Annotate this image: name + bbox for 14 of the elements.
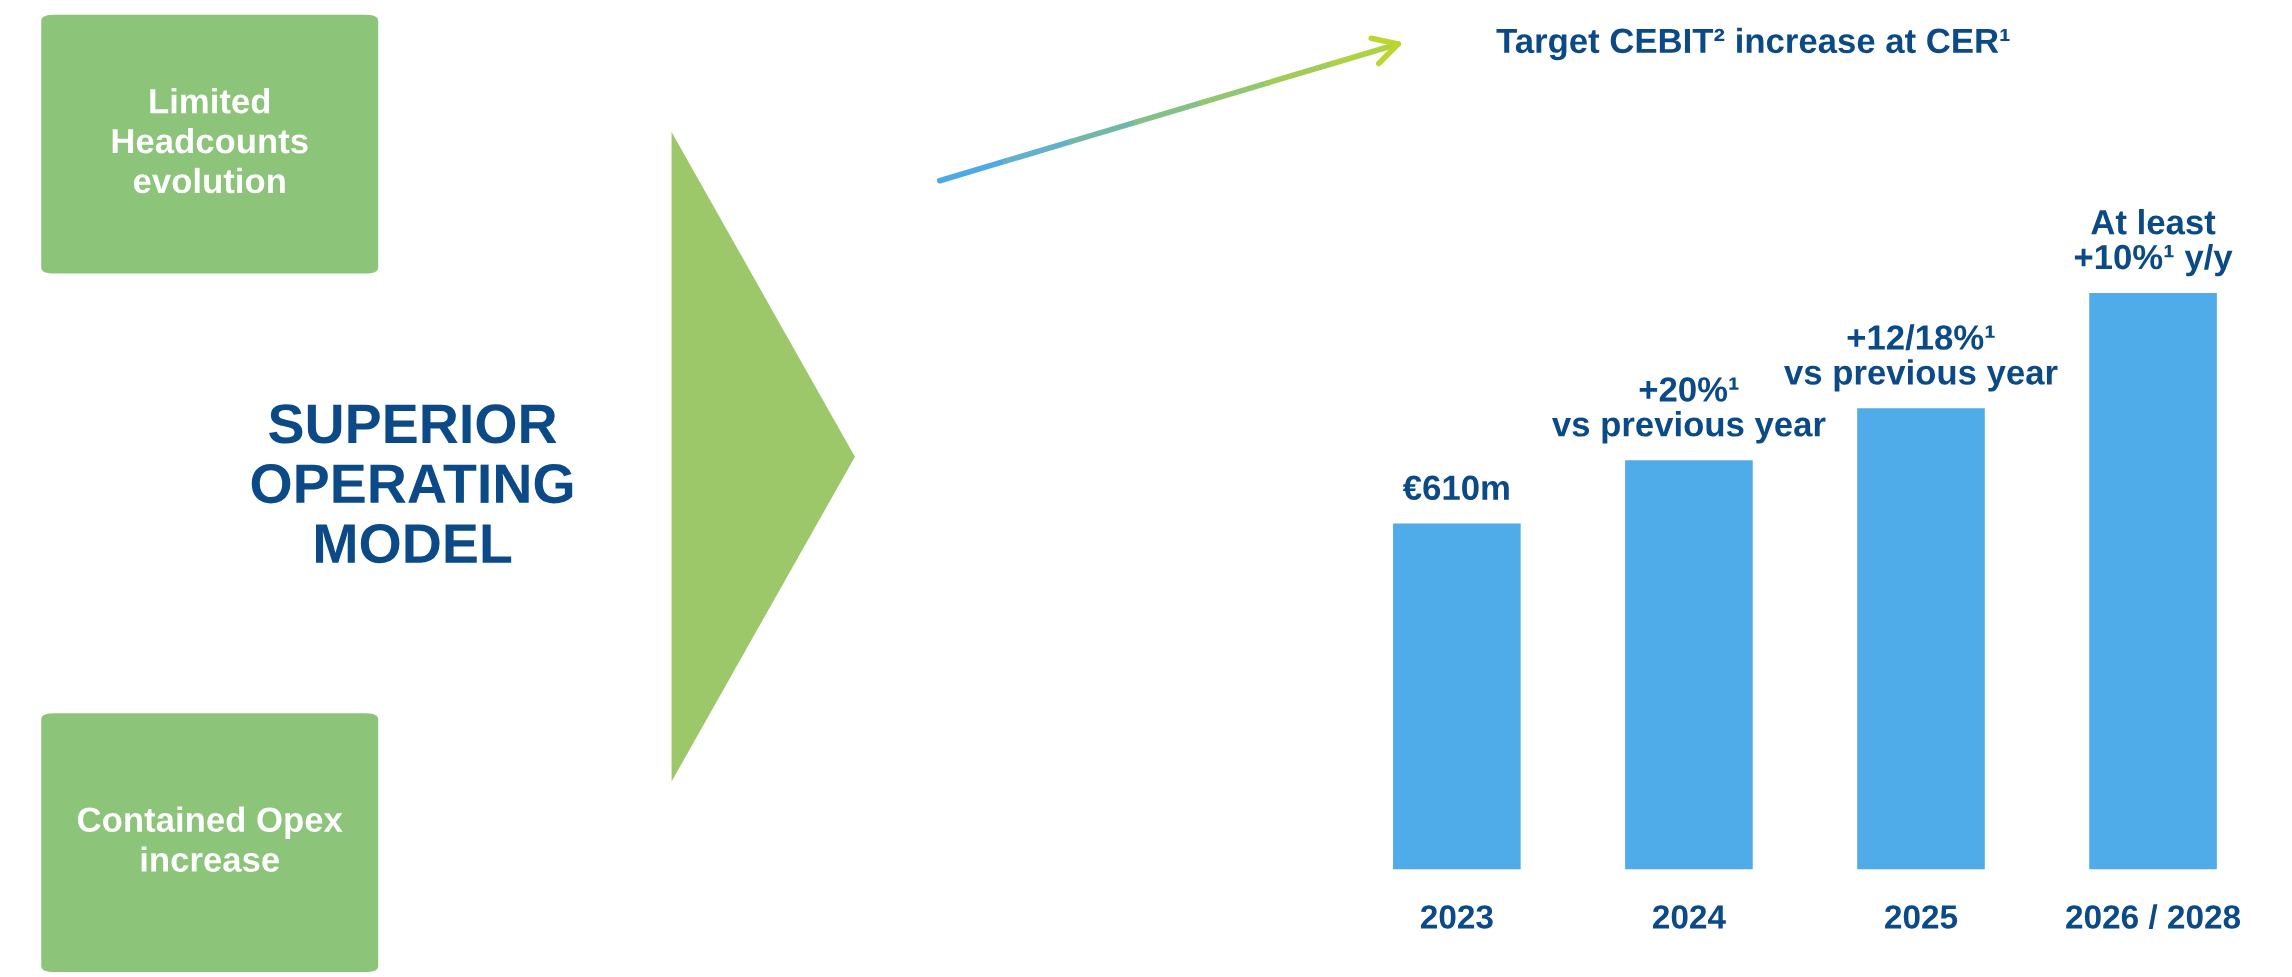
- x-tick-label: 2023: [1420, 905, 1493, 929]
- bar: [1393, 523, 1521, 870]
- text: Limited Headcounts evolution: [112, 88, 308, 194]
- x-tick-label: 2026 / 2028: [2066, 904, 2241, 930]
- text: SUPERIOR OPERATING MODEL: [251, 404, 573, 564]
- text: Contained Opex increase: [78, 806, 343, 872]
- bar: [1625, 460, 1753, 870]
- x-tick-label: 2024: [1653, 905, 1726, 929]
- annotation: At least +10%¹ y/y: [2074, 209, 2233, 277]
- annotation: €610m: [1402, 475, 1509, 501]
- bar: [2089, 292, 2217, 870]
- x-tick-label: 2025: [1885, 905, 1958, 929]
- chart-title: Target CEBIT² increase at CER¹: [1496, 27, 2010, 61]
- bar: [1857, 408, 1985, 870]
